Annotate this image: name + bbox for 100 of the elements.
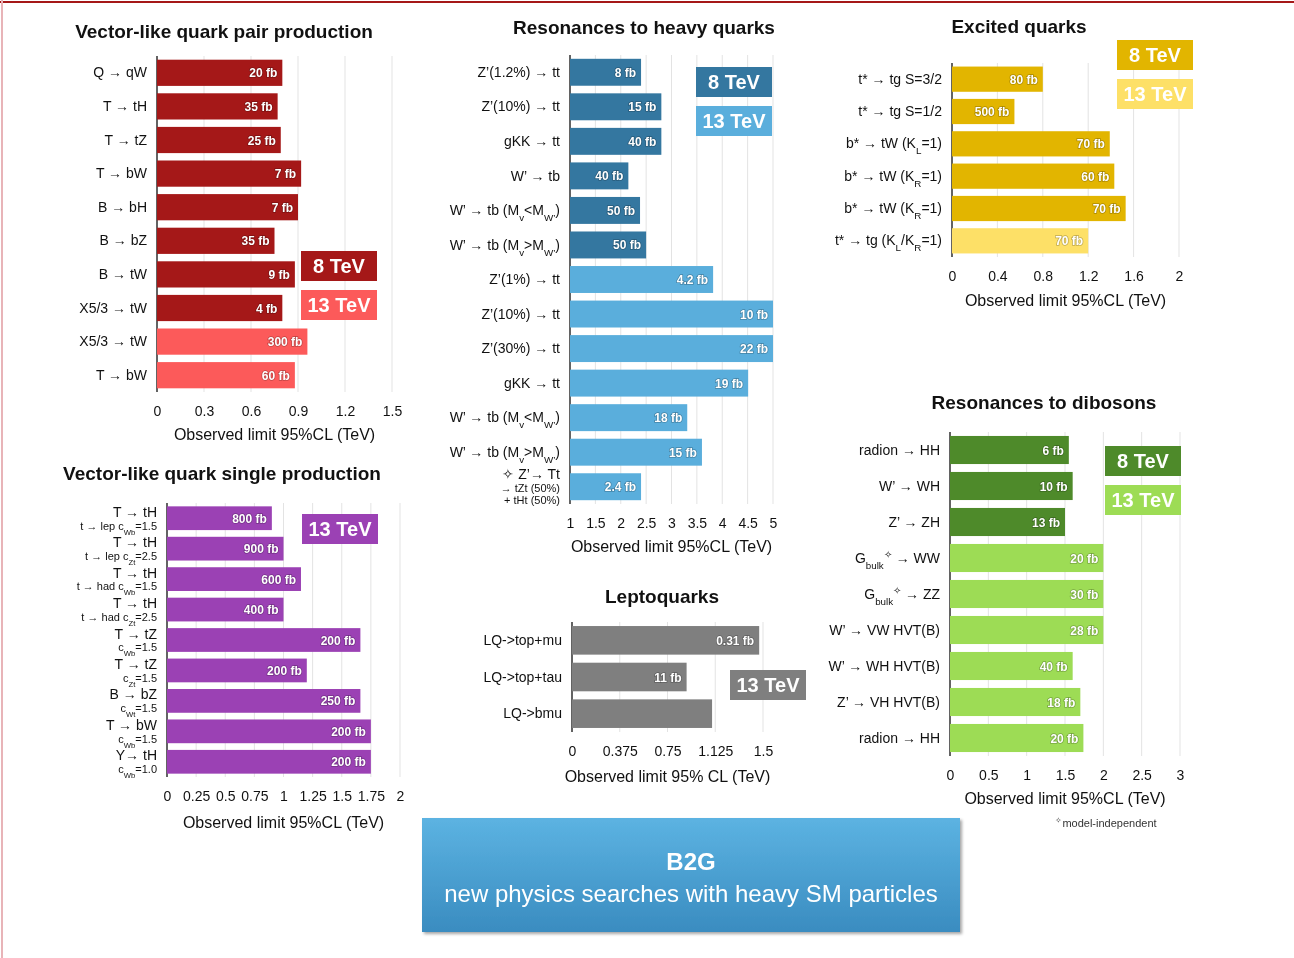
x-tick-label: 0.375 [602,742,638,759]
y-tick-label: X5/3 → tW [79,333,148,350]
x-tick-label: 3 [1176,766,1185,783]
y-tick-label: Y→ tH c$_{Wb}$=1.0 [115,747,157,780]
annotation: 250 fb [320,694,356,709]
annotation: 11 fb [654,670,682,685]
bar [952,131,1110,157]
annotation: 7 fb [274,167,297,182]
bar [950,507,1065,537]
x-axis-title: Observed limit 95%CL (TeV) [173,426,376,443]
chart-title: Vector-like quark pair production [75,21,373,42]
x-tick-label: 0.3 [194,402,215,419]
x-tick-label: 0.5 [216,787,236,804]
y-tick-label: Z’ → VH HVT(B) [837,693,940,710]
y-tick-label: T → tH t → lep c$_{Wb}$=1.5 [80,503,157,537]
x-tick-label: 1.5 [332,787,353,804]
x-tick-label: 5 [769,514,778,531]
x-tick-label: 2 [1099,766,1108,783]
bar [950,471,1073,501]
legend-label: 13 TeV [307,294,372,316]
x-tick-label: 0.5 [979,766,999,783]
bar [950,615,1104,645]
x-tick-label: 2 [396,787,405,804]
y-tick-label: T → bW [95,366,148,383]
x-tick-label: 1.5 [753,742,774,759]
annotation: 200 fb [267,663,302,678]
y-tick-label: Z’(1%) → tt [489,271,561,288]
y-tick-label: W’ → VW HVT(B) [829,621,940,638]
x-tick-label: 2 [1175,267,1184,284]
text: new physics searches with heavy SM particles [444,880,938,907]
x-axis-title: Observed limit 95%CL (TeV) [964,790,1166,807]
bar [157,261,295,288]
legend-label: 13 TeV [308,518,373,540]
y-tick-label: B → bH [97,198,147,215]
annotation: 40 fb [1039,659,1068,674]
legend-label: 8 TeV [708,71,761,93]
bar [157,194,298,221]
bar [157,227,275,254]
x-axis-title: Observed limit 95%CL (TeV) [964,292,1167,309]
annotation: 28 fb [1070,623,1099,638]
bar [950,543,1104,573]
legend-label: 8 TeV [1129,44,1182,66]
annotation: 25 fb [247,133,276,148]
annotation: 80 fb [1009,72,1038,87]
annotation: 15 fb [668,445,697,460]
x-tick-label: 0 [568,742,577,759]
annotation: 35 fb [244,99,273,114]
x-tick-label: 1 [1023,766,1032,783]
y-tick-label: Z’(10%) → tt [481,305,561,322]
bar [167,749,371,774]
annotation: 40 fb [595,169,624,184]
annotation: 200 fb [320,633,356,648]
y-tick-label: T → tZ c$_{Zt}$=1.5 [114,656,158,689]
x-tick-label: 1.25 [299,787,327,804]
annotation: 4.2 fb [676,273,709,287]
annotation: 8 fb [614,65,637,80]
annotation: 500 fb [974,105,1010,119]
annotation: 10 fb [1039,479,1068,494]
y-tick-label: t* → tg S=3/2 [858,70,943,87]
bar [952,163,1115,189]
bar [950,579,1104,609]
y-tick-label: T → tH t → had c$_{Zt}$=2.5 [81,595,157,628]
annotation: 50 fb [607,203,636,218]
text: $^{✧}$model-independent [1055,815,1157,829]
x-tick-label: 1.2 [335,402,356,419]
x-tick-label: 0.4 [988,267,1008,284]
bar [157,294,283,322]
y-tick-label: LQ->bmu [503,705,562,722]
bar [167,719,371,744]
x-tick-label: 1 [566,514,575,531]
y-tick-label: radion → HH [859,441,940,458]
annotation: 22 fb [739,342,768,357]
annotation: 35 fb [241,234,270,249]
y-tick-label: T → tH [102,98,147,115]
annotation: 30 fb [1070,587,1099,602]
x-tick-label: 1.5 [1055,766,1076,783]
x-axis-title: Observed limit 95% CL (TeV) [564,768,771,785]
x-tick-label: 4.5 [738,514,759,531]
text: B2G [666,848,716,875]
legend-label: 8 TeV [1117,450,1170,472]
chart-title: Leptoquarks [604,586,720,607]
x-axis-title: Observed limit 95%CL (TeV) [182,814,385,831]
y-tick-label: LQ->top+mu [483,631,562,648]
y-tick-label: B → bZ c$_{Wt}$=1.5 [109,686,158,719]
bar [572,662,687,692]
y-tick-label: B → tW [98,266,148,283]
y-tick-label: G$_{bulk}$$^{✧}$ → ZZ [864,584,941,607]
annotation: 70 fb [1092,202,1121,216]
annotation: 40 fb [628,134,657,149]
annotation: 9 fb [268,267,290,282]
y-tick-label: t* → tg (K$_{L}$/K$_{R}$=1) [834,232,942,253]
y-tick-label: W’ → tb [510,167,561,184]
annotation: 18 fb [1047,695,1076,710]
annotation: 70 fb [1076,137,1105,152]
x-tick-label: 2.5 [1132,766,1153,783]
legend-label: 13 TeV [736,674,801,696]
annotation: 10 fb [739,307,768,322]
y-tick-label: W’ → WH [879,477,940,494]
x-tick-label: 1.5 [586,514,606,531]
x-tick-label: 0.8 [1033,267,1054,284]
